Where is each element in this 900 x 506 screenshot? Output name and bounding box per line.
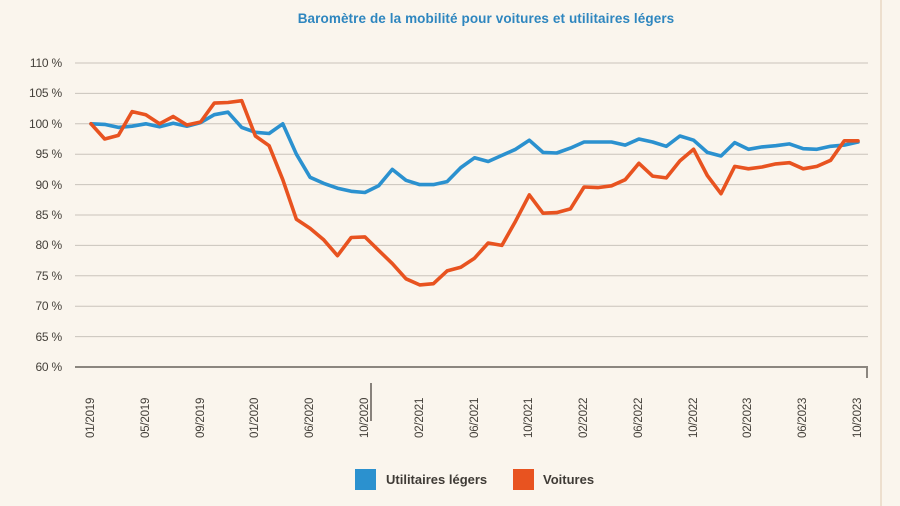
y-tick-label: 105 % bbox=[28, 86, 62, 101]
y-tick-label: 70 % bbox=[35, 299, 62, 314]
chart-title: Baromètre de la mobilité pour voitures e… bbox=[297, 11, 675, 26]
x-tick-label: 06/2023 bbox=[797, 397, 810, 438]
x-tick-label: 06/2020 bbox=[304, 397, 317, 438]
x-tick-label: 05/2019 bbox=[139, 397, 152, 438]
legend-swatch-utilitaires-legers bbox=[355, 469, 376, 490]
x-tick-label: 01/2020 bbox=[249, 397, 262, 438]
series-line-voitures bbox=[89, 98, 860, 287]
y-tick-label: 80 % bbox=[35, 238, 62, 253]
x-tick-label: 10/2021 bbox=[523, 397, 536, 438]
x-tick-label: 02/2021 bbox=[413, 397, 426, 438]
y-tick-label: 75 % bbox=[35, 268, 62, 283]
y-tick-label: 60 % bbox=[35, 360, 62, 374]
y-tick-label: 85 % bbox=[35, 208, 62, 222]
legend-label-utilitaires-legers: Utilitaires légers bbox=[386, 472, 488, 487]
y-tick-label: 90 % bbox=[35, 177, 62, 192]
y-tick-label: 95 % bbox=[35, 147, 62, 162]
y-tick-label: 110 % bbox=[29, 56, 62, 70]
legend-label-voitures: Voitures bbox=[543, 472, 595, 487]
y-tick-label: 100 % bbox=[28, 116, 62, 131]
legend-swatch-voitures bbox=[513, 469, 534, 490]
x-tick-label: 01/2019 bbox=[85, 397, 97, 438]
page-edge-line bbox=[880, 0, 882, 506]
x-tick-label: 06/2022 bbox=[632, 397, 645, 438]
x-tick-label: 02/2023 bbox=[742, 397, 755, 438]
x-tick-label: 10/2022 bbox=[687, 397, 700, 438]
x-tick-label: 06/2021 bbox=[468, 397, 481, 438]
series-line-utilitaires-legers bbox=[89, 110, 860, 195]
x-tick-label: 10/2023 bbox=[852, 397, 864, 438]
x-tick-label: 02/2022 bbox=[578, 397, 591, 438]
x-tick-label: 09/2019 bbox=[194, 397, 207, 438]
x-tick-label: 10/2020 bbox=[358, 397, 371, 438]
y-tick-label: 65 % bbox=[35, 329, 62, 344]
